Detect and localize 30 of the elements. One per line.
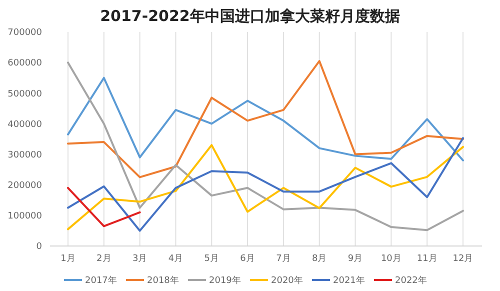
y-tick-label: 0 (36, 242, 42, 252)
line-series (67, 60, 464, 178)
y-tick-label: 100000 (8, 212, 42, 222)
chart-title: 2017-2022年中国进口加拿大菜籽月度数据 (100, 7, 400, 25)
line-series (67, 76, 464, 162)
y-tick-label: 400000 (8, 120, 42, 130)
legend-label: 2022年 (395, 275, 427, 286)
y-tick-label: 300000 (8, 150, 42, 160)
legend-label: 2019年 (209, 275, 241, 286)
legend-label: 2021年 (333, 275, 365, 286)
x-tick-label: 1月 (60, 254, 76, 264)
x-tick-label: 11月 (416, 254, 438, 264)
x-tick-label: 5月 (204, 254, 220, 264)
x-tick-label: 10月 (380, 254, 402, 264)
x-tick-label: 12月 (452, 254, 474, 264)
legend-label: 2018年 (147, 275, 179, 286)
y-tick-label: 500000 (8, 89, 42, 100)
x-tick-label: 3月 (132, 254, 148, 264)
x-tick-label: 9月 (348, 254, 363, 264)
x-tick-label: 6月 (240, 254, 255, 264)
x-tick-label: 7月 (276, 254, 291, 264)
x-tick-label: 2月 (96, 254, 112, 264)
line-series (67, 62, 464, 232)
y-tick-label: 700000 (8, 28, 42, 38)
y-tick-label: 200000 (8, 181, 42, 192)
legend-label: 2020年 (271, 275, 303, 286)
x-tick-label: 8月 (312, 254, 327, 264)
legend-label: 2017年 (85, 275, 117, 286)
y-tick-label: 600000 (8, 58, 42, 69)
x-tick-label: 4月 (168, 254, 184, 264)
